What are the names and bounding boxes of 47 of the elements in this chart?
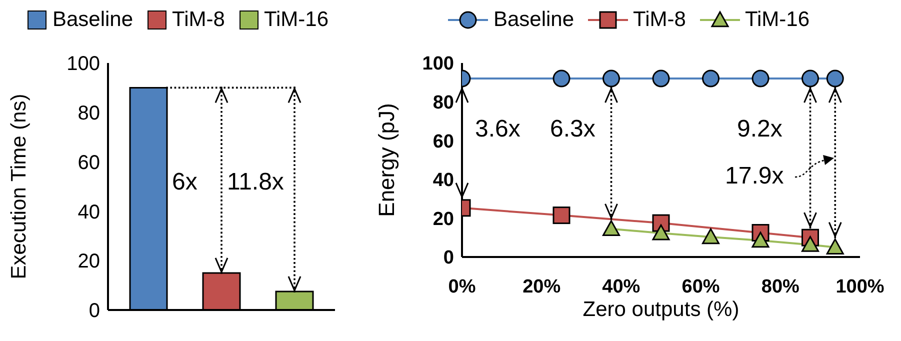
annotation: 11.8x <box>227 168 284 196</box>
legend-label: TiM-16 <box>744 8 810 32</box>
x-tick-label: 80% <box>761 276 800 298</box>
point <box>702 228 720 244</box>
y-axis-title: Energy (pJ) <box>374 103 399 217</box>
point <box>802 70 819 88</box>
point <box>552 70 570 88</box>
legend-label: TiM-8 <box>633 8 686 32</box>
annotation: 17.9x <box>725 162 784 190</box>
point <box>602 220 620 236</box>
y-tick-label: 40 <box>432 170 454 192</box>
x-tick-label: 60% <box>682 276 720 298</box>
annotation: 3.6x <box>475 115 520 142</box>
y-tick-label: 20 <box>432 208 454 230</box>
y-tick-label: 100 <box>66 53 100 76</box>
y-axis-title: Execution Time (ns) <box>7 94 30 280</box>
x-tick-label: 20% <box>522 276 561 298</box>
y-tick-label: 0 <box>88 300 100 322</box>
x-tick-label: 100% <box>836 276 884 298</box>
annotation: 9.2x <box>737 115 782 142</box>
legend-label: Baseline <box>493 8 574 32</box>
y-tick-label: 20 <box>78 250 100 273</box>
point <box>652 70 670 88</box>
x-axis-title: Zero outputs (%) <box>582 298 740 321</box>
legend-label: TiM-16 <box>264 8 328 32</box>
y-tick-label: 0 <box>443 248 454 269</box>
x-tick-label: 40% <box>602 276 640 298</box>
point <box>826 70 844 88</box>
point <box>752 70 770 88</box>
point <box>752 232 770 248</box>
y-tick-label: 40 <box>78 201 100 224</box>
point <box>652 224 670 240</box>
point <box>602 70 620 88</box>
y-tick-label: 100 <box>422 54 454 75</box>
point <box>826 238 844 254</box>
point <box>802 236 819 252</box>
legend-label: Baseline <box>52 8 134 32</box>
annotation: 6x <box>172 168 198 196</box>
y-tick-label: 60 <box>432 131 454 152</box>
point <box>552 206 570 224</box>
point <box>702 70 720 88</box>
y-tick-label: 60 <box>78 152 100 174</box>
annotation: 6.3x <box>550 115 596 142</box>
legend-label: TiM-8 <box>172 8 225 32</box>
y-tick-label: 80 <box>78 102 100 124</box>
x-tick-label: 0% <box>448 276 476 298</box>
y-tick-label: 80 <box>432 92 454 114</box>
